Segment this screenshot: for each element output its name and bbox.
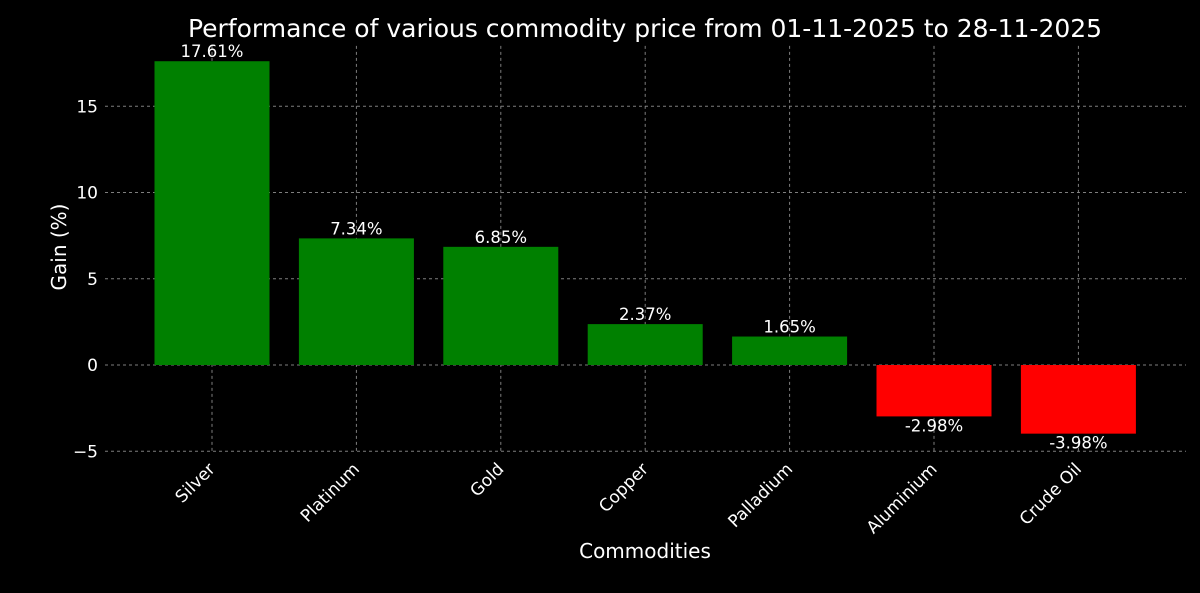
bar-value-label: 2.37% — [619, 305, 671, 324]
x-tick-label: Aluminium — [863, 459, 942, 538]
y-axis-label: Gain (%) — [47, 204, 71, 291]
y-tick-label: 15 — [76, 97, 98, 117]
bar-value-label: 17.61% — [181, 42, 244, 61]
bar-value-label: -3.98% — [1049, 434, 1107, 453]
data-labels: 17.61% 7.34% 6.85% 2.37% 1.65% -2.98% -3.98% — [181, 42, 1108, 452]
x-tick-label: Gold — [467, 459, 509, 501]
bar-copper — [587, 324, 703, 365]
bar-value-label: 6.85% — [475, 228, 527, 247]
bars — [154, 61, 1136, 434]
bar-platinum — [298, 238, 414, 365]
bar-gold — [443, 246, 559, 365]
y-tick-label: −5 — [73, 442, 98, 462]
x-tick-label: Copper — [595, 459, 652, 516]
y-tick-label: 0 — [87, 356, 98, 376]
x-axis-label: Commodities — [579, 539, 711, 563]
chart-title: Performance of various commodity price f… — [188, 14, 1102, 43]
bar-value-label: 1.65% — [763, 318, 815, 337]
x-tick-label: Silver — [172, 459, 220, 507]
y-axis-ticks: −5 0 5 10 15 — [73, 97, 98, 462]
x-axis-ticks: Silver Platinum Gold Copper Palladium Alumini… — [172, 459, 1086, 538]
x-tick-label: Palladium — [725, 459, 798, 532]
bar-value-label: -2.98% — [905, 416, 963, 435]
x-tick-label: Crude Oil — [1016, 459, 1086, 529]
x-tick-label: Platinum — [297, 459, 364, 526]
bar-palladium — [732, 336, 848, 365]
bar-silver — [154, 61, 270, 365]
bar-value-label: 7.34% — [330, 219, 382, 238]
bar-crude-oil — [1020, 365, 1136, 434]
y-tick-label: 10 — [76, 184, 98, 204]
bar-aluminium — [876, 365, 992, 417]
y-tick-label: 5 — [87, 270, 98, 290]
